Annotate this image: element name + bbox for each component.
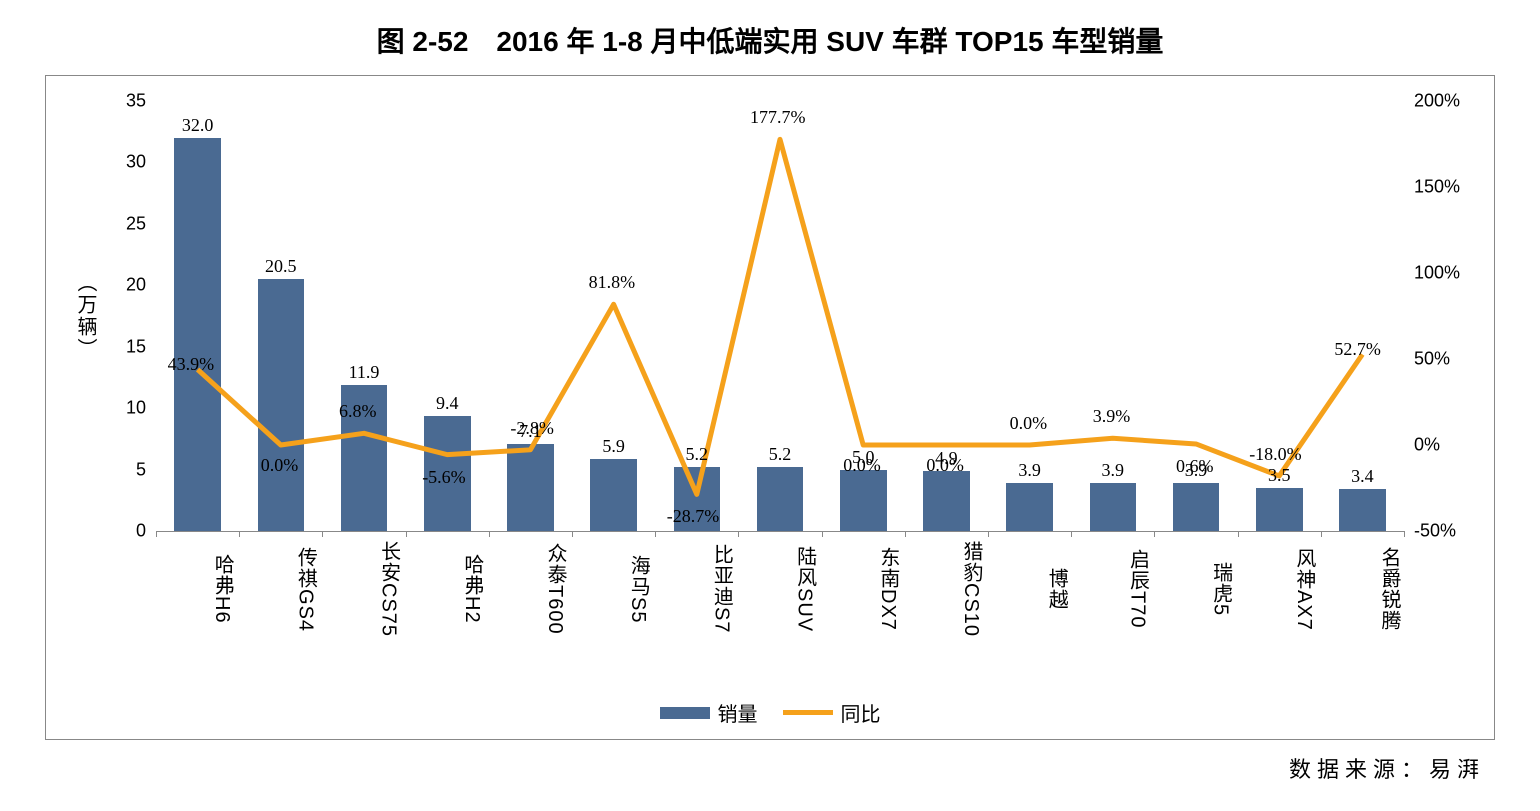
plot-area: （万辆） 05101520253035 -50%0%50%100%150%200… <box>156 101 1404 531</box>
legend: 销量 同比 <box>46 698 1494 727</box>
line-value-label: 6.8% <box>339 401 377 422</box>
bar-value-label: 20.5 <box>265 256 297 277</box>
line-value-label: 52.7% <box>1334 339 1381 360</box>
bar-slot <box>655 101 738 531</box>
x-axis-label: 长安CS75 <box>322 536 405 637</box>
gridline <box>156 531 1404 532</box>
bar-value-label: 32.0 <box>182 115 214 136</box>
y-right-tick-label: -50% <box>1414 521 1474 542</box>
x-axis-label: 名爵锐腾 <box>1321 536 1404 637</box>
y-right-tick-label: 50% <box>1414 349 1474 370</box>
bar-slot <box>738 101 821 531</box>
bar-value-label: 5.0 <box>852 447 875 468</box>
bar <box>590 459 637 531</box>
line-value-label: 177.7% <box>750 107 806 128</box>
bar-slot <box>572 101 655 531</box>
legend-bar-label: 销量 <box>718 698 758 727</box>
bar-value-label: 7.1 <box>519 421 542 442</box>
bar-value-label: 5.9 <box>602 436 625 457</box>
x-axis-label: 猎豹CS10 <box>905 536 988 637</box>
bar <box>258 279 305 531</box>
bar-value-label: 11.9 <box>349 362 380 383</box>
bar <box>1256 488 1303 531</box>
bar-value-label: 5.2 <box>769 444 792 465</box>
legend-bar-swatch <box>660 707 710 719</box>
bar <box>1090 483 1137 531</box>
line-value-label: 43.9% <box>168 354 215 375</box>
bar <box>174 138 221 531</box>
x-axis-label: 海马S5 <box>572 536 655 637</box>
y-left-tick-label: 20 <box>96 275 146 296</box>
bar-value-label: 3.5 <box>1268 465 1291 486</box>
bar-value-label: 4.9 <box>935 448 958 469</box>
chart-title: 图 2-52 2016 年 1-8 月中低端实用 SUV 车群 TOP15 车型… <box>0 0 1540 75</box>
x-axis-label: 启辰T70 <box>1071 536 1154 637</box>
line-value-label: -28.7% <box>667 506 720 527</box>
bar <box>840 470 887 531</box>
source-label: 数据来源：易湃 <box>0 740 1540 784</box>
line-value-label: -18.0% <box>1249 444 1302 465</box>
y-right-tick-label: 100% <box>1414 263 1474 284</box>
y-left-tick-label: 25 <box>96 213 146 234</box>
bar-value-label: 3.4 <box>1351 466 1374 487</box>
y-left-tick-label: 10 <box>96 398 146 419</box>
line-value-label: 81.8% <box>589 272 636 293</box>
x-axis-label: 比亚迪S7 <box>655 536 738 637</box>
bar-value-label: 3.9 <box>1185 460 1208 481</box>
y-left-tick-label: 5 <box>96 459 146 480</box>
bar <box>757 467 804 531</box>
bar-slot <box>156 101 239 531</box>
y-right-tick-label: 150% <box>1414 177 1474 198</box>
bar-value-label: 3.9 <box>1102 460 1125 481</box>
bar <box>1006 483 1053 531</box>
line-value-label: -5.6% <box>422 467 466 488</box>
y-left-tick-label: 0 <box>96 521 146 542</box>
y-left-tick-label: 35 <box>96 91 146 112</box>
bars-container <box>156 101 1404 531</box>
bar-value-label: 3.9 <box>1018 460 1041 481</box>
legend-line-swatch <box>783 710 833 715</box>
x-axis-label: 陆风SUV <box>738 536 821 637</box>
x-axis-label: 博越 <box>988 536 1071 637</box>
bar <box>507 444 554 531</box>
y-right-tick-label: 200% <box>1414 91 1474 112</box>
x-axis-label: 东南DX7 <box>822 536 905 637</box>
bar-value-label: 5.2 <box>686 444 709 465</box>
x-axis-label: 哈弗H2 <box>406 536 489 637</box>
x-axis-label: 风神AX7 <box>1238 536 1321 637</box>
bar <box>1339 489 1386 531</box>
x-tick <box>1404 531 1405 537</box>
bar-slot <box>322 101 405 531</box>
chart-container: （万辆） 05101520253035 -50%0%50%100%150%200… <box>45 75 1495 740</box>
y-left-tick-label: 15 <box>96 336 146 357</box>
bar <box>1173 483 1220 531</box>
line-value-label: 3.9% <box>1093 406 1131 427</box>
x-axis-label: 瑞虎5 <box>1154 536 1237 637</box>
x-axis-label: 传祺GS4 <box>239 536 322 637</box>
legend-line-label: 同比 <box>841 698 881 727</box>
bar-value-label: 9.4 <box>436 393 459 414</box>
x-axis-label: 哈弗H6 <box>156 536 239 637</box>
bar-slot <box>489 101 572 531</box>
legend-item-bar: 销量 <box>660 698 758 727</box>
line-value-label: 0.0% <box>261 455 299 476</box>
y-right-tick-label: 0% <box>1414 435 1474 456</box>
line-value-label: 0.0% <box>1010 413 1048 434</box>
y-left-tick-label: 30 <box>96 152 146 173</box>
legend-item-line: 同比 <box>783 698 881 727</box>
bar <box>923 471 970 531</box>
x-axis-labels: 哈弗H6传祺GS4长安CS75哈弗H2众泰T600海马S5比亚迪S7陆风SUV东… <box>156 536 1404 637</box>
x-axis-label: 众泰T600 <box>489 536 572 637</box>
